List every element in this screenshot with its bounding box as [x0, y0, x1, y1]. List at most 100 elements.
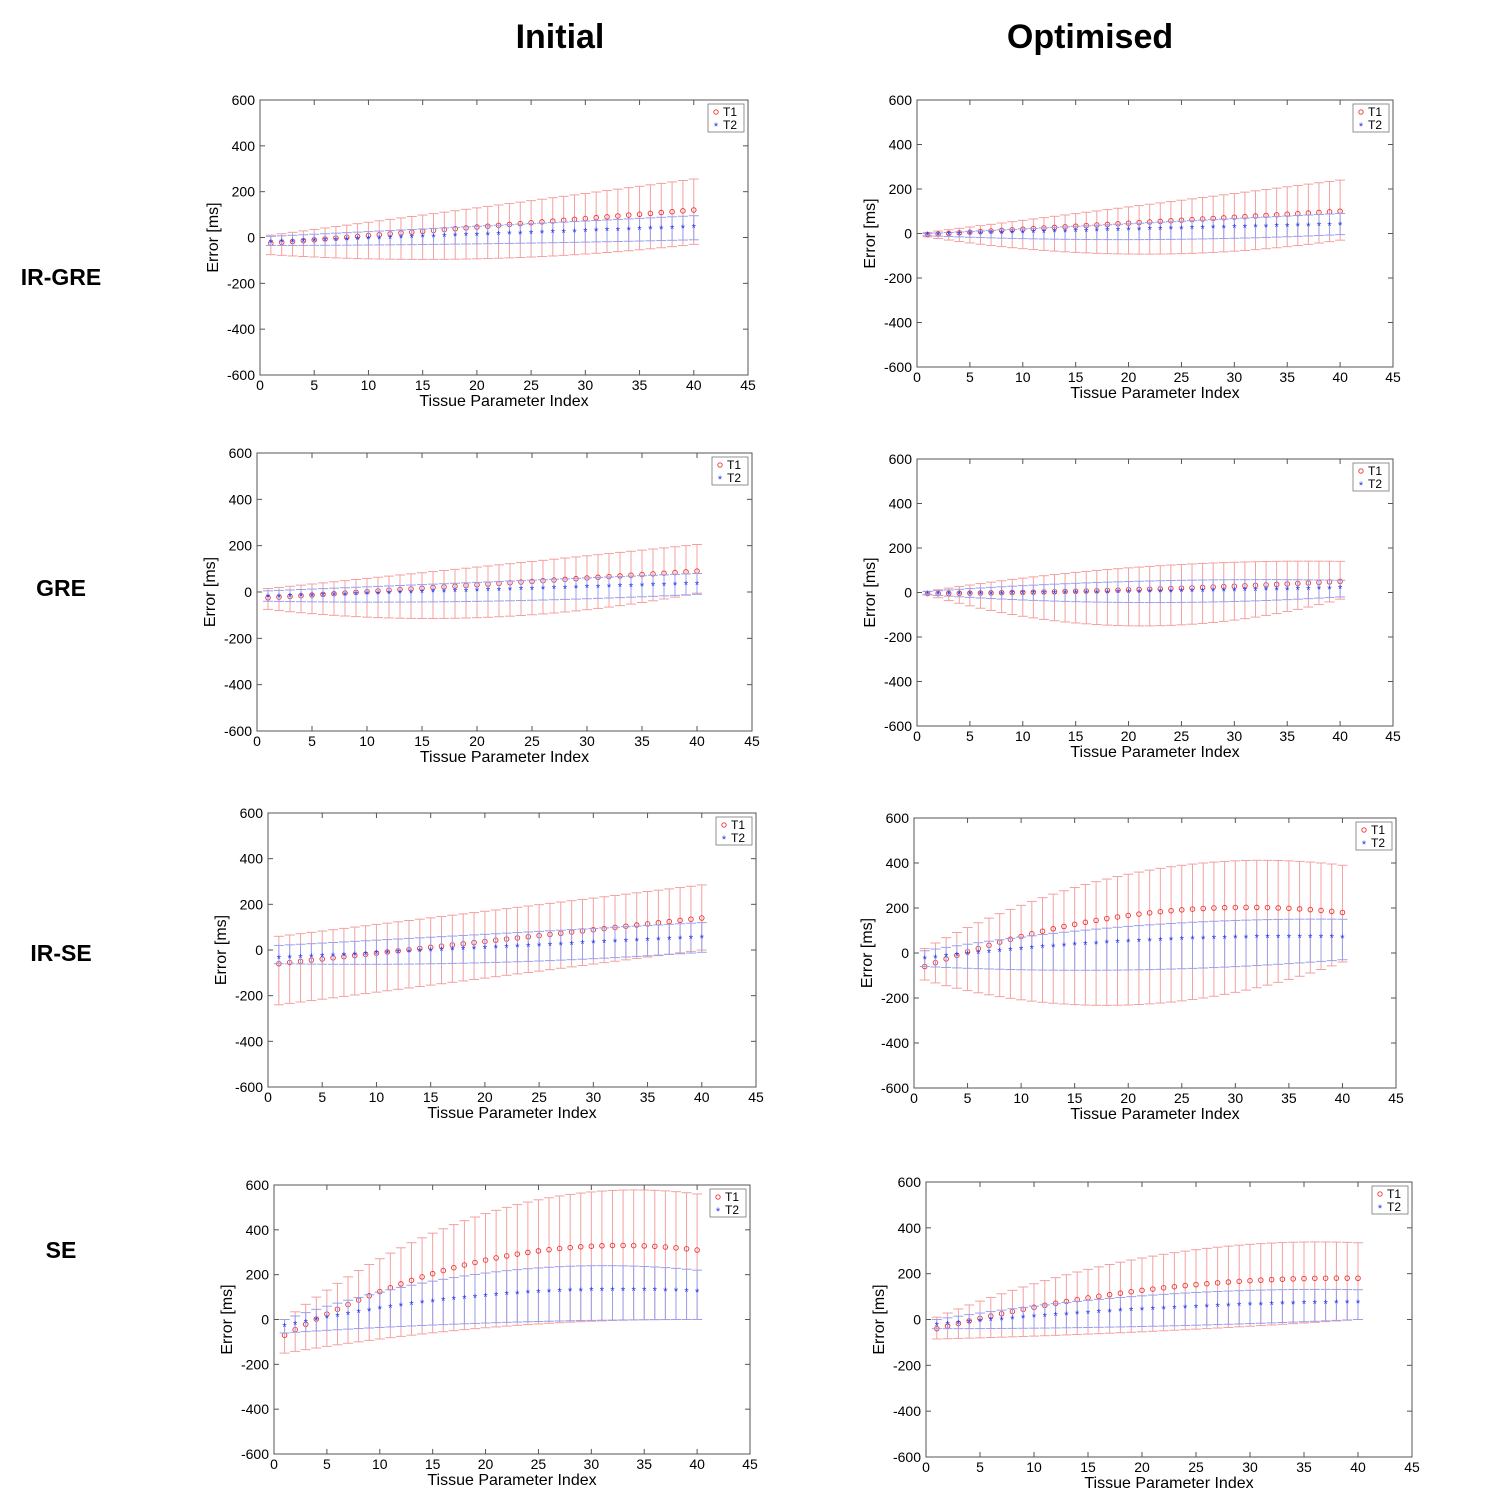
point-t2: *: [967, 1318, 972, 1330]
legend-label-t1: T1: [1371, 823, 1385, 837]
x-tick-label: 15: [423, 1089, 439, 1105]
error-bar-t2: [1166, 922, 1177, 970]
error-bar-t2: [285, 589, 295, 603]
point-t1: [673, 1245, 679, 1251]
error-bar-t2: [1331, 1288, 1342, 1321]
legend-marker-t1: [721, 822, 727, 828]
point-t2: *: [978, 229, 983, 241]
plot-ir-se-optimised: -600 -400 -200 0 200 400 600 0 5 10 15 20 25 30 35 40 45…: [844, 808, 1411, 1130]
error-bar-t2: [338, 941, 349, 965]
error-bar-t2: [1061, 1302, 1072, 1329]
error-bar-t2: [482, 225, 493, 245]
point-t2: *: [332, 590, 337, 602]
point-t2: *: [353, 950, 358, 962]
point-t2: *: [519, 585, 524, 597]
point-t2: *: [574, 583, 579, 595]
error-bar-t2: [306, 943, 317, 965]
error-bar-t2: [349, 940, 360, 965]
x-tick-label: 25: [1174, 369, 1190, 385]
error-bar-t2: [547, 222, 558, 244]
point-t2: *: [1259, 1300, 1264, 1312]
point-t2: *: [925, 230, 930, 242]
x-tick-label: 0: [913, 728, 921, 744]
legend: T1 * T2: [715, 816, 753, 846]
point-t1: [1296, 906, 1303, 912]
y-tick-label: -400: [881, 1035, 909, 1051]
point-t2: *: [541, 584, 546, 596]
point-t2: *: [976, 948, 981, 960]
point-t2: *: [1308, 932, 1313, 944]
error-bar-t2: [493, 224, 504, 245]
point-t2: *: [637, 225, 642, 237]
x-tick-label: 10: [369, 1089, 385, 1105]
point-t2: *: [1211, 223, 1216, 235]
error-bar-t2: [1218, 579, 1229, 603]
error-bar-t2: [566, 929, 577, 961]
point-t2: *: [420, 588, 425, 600]
error-bar-t2: [1147, 1294, 1158, 1327]
y-tick-label: 0: [913, 1312, 921, 1328]
point-t2: *: [663, 1286, 668, 1298]
error-bar-t2: [490, 933, 501, 963]
point-t2: *: [536, 1288, 541, 1300]
x-tick-label: 0: [270, 1456, 278, 1472]
point-t1: [1286, 905, 1292, 912]
y-tick-label: 0: [904, 226, 912, 242]
point-t2: *: [1319, 933, 1324, 945]
error-bar-t2: [1155, 923, 1166, 970]
y-tick-label: 400: [246, 1222, 270, 1238]
error-bar-t2: [1342, 1289, 1353, 1321]
point-t2: *: [674, 1286, 679, 1298]
error-bar-t2: [1081, 225, 1092, 241]
error-bar-t2: [1144, 222, 1155, 241]
x-tick-label: 40: [686, 377, 702, 393]
error-bar-t2: [569, 221, 580, 243]
error-bar-t2: [1261, 579, 1272, 601]
error-bar-t2: [471, 225, 482, 245]
error-bar-t1: [306, 931, 317, 1002]
y-tick-label: -600: [227, 367, 255, 383]
x-tick-label: 15: [414, 733, 430, 749]
error-bar-t2: [975, 1312, 985, 1330]
point-t2: *: [293, 1319, 298, 1331]
error-bar-t2: [1049, 583, 1060, 602]
error-bar-t2: [1299, 1288, 1309, 1323]
error-bar-t2: [341, 232, 352, 246]
error-bar-t2: [1316, 918, 1327, 962]
point-t2: *: [429, 946, 434, 958]
point-t2: *: [999, 589, 1004, 601]
point-t2: *: [1317, 221, 1322, 233]
point-t2: *: [947, 589, 952, 601]
point-t2: *: [1327, 584, 1332, 596]
point-t2: *: [1148, 587, 1153, 599]
error-bar-t2: [593, 576, 603, 599]
error-bar-t2: [986, 229, 997, 239]
x-tick-label: 45: [748, 1089, 764, 1105]
y-tick-label: -600: [884, 718, 912, 734]
error-bar-t2: [1292, 215, 1303, 237]
point-t2: *: [1105, 226, 1110, 238]
error-bar-t2: [1187, 220, 1198, 240]
y-tick-label: 0: [244, 584, 252, 600]
legend-marker-t2: *: [718, 474, 723, 486]
x-tick-label: 25: [531, 1456, 547, 1472]
point-t1: [1139, 1287, 1145, 1294]
legend-label-t1: T1: [727, 458, 741, 472]
point-t2: *: [1115, 938, 1120, 950]
error-bar-t2: [943, 589, 954, 597]
error-bar-t2: [571, 577, 581, 600]
point-t2: *: [989, 229, 994, 241]
point-t2: *: [1255, 933, 1260, 945]
point-t2: *: [475, 586, 480, 598]
error-bar-t2: [1102, 581, 1113, 603]
error-bar-t2: [1197, 579, 1208, 603]
point-t2: *: [312, 236, 317, 248]
point-t2: *: [936, 230, 941, 242]
point-t2: *: [635, 936, 640, 948]
point-t2: *: [618, 582, 623, 594]
error-bar-t2: [628, 1265, 639, 1321]
error-bar-t2: [1069, 930, 1080, 971]
error-bar-t2: [414, 937, 425, 965]
x-tick-label: 35: [1296, 1459, 1312, 1475]
point-t2: *: [1248, 1300, 1253, 1312]
